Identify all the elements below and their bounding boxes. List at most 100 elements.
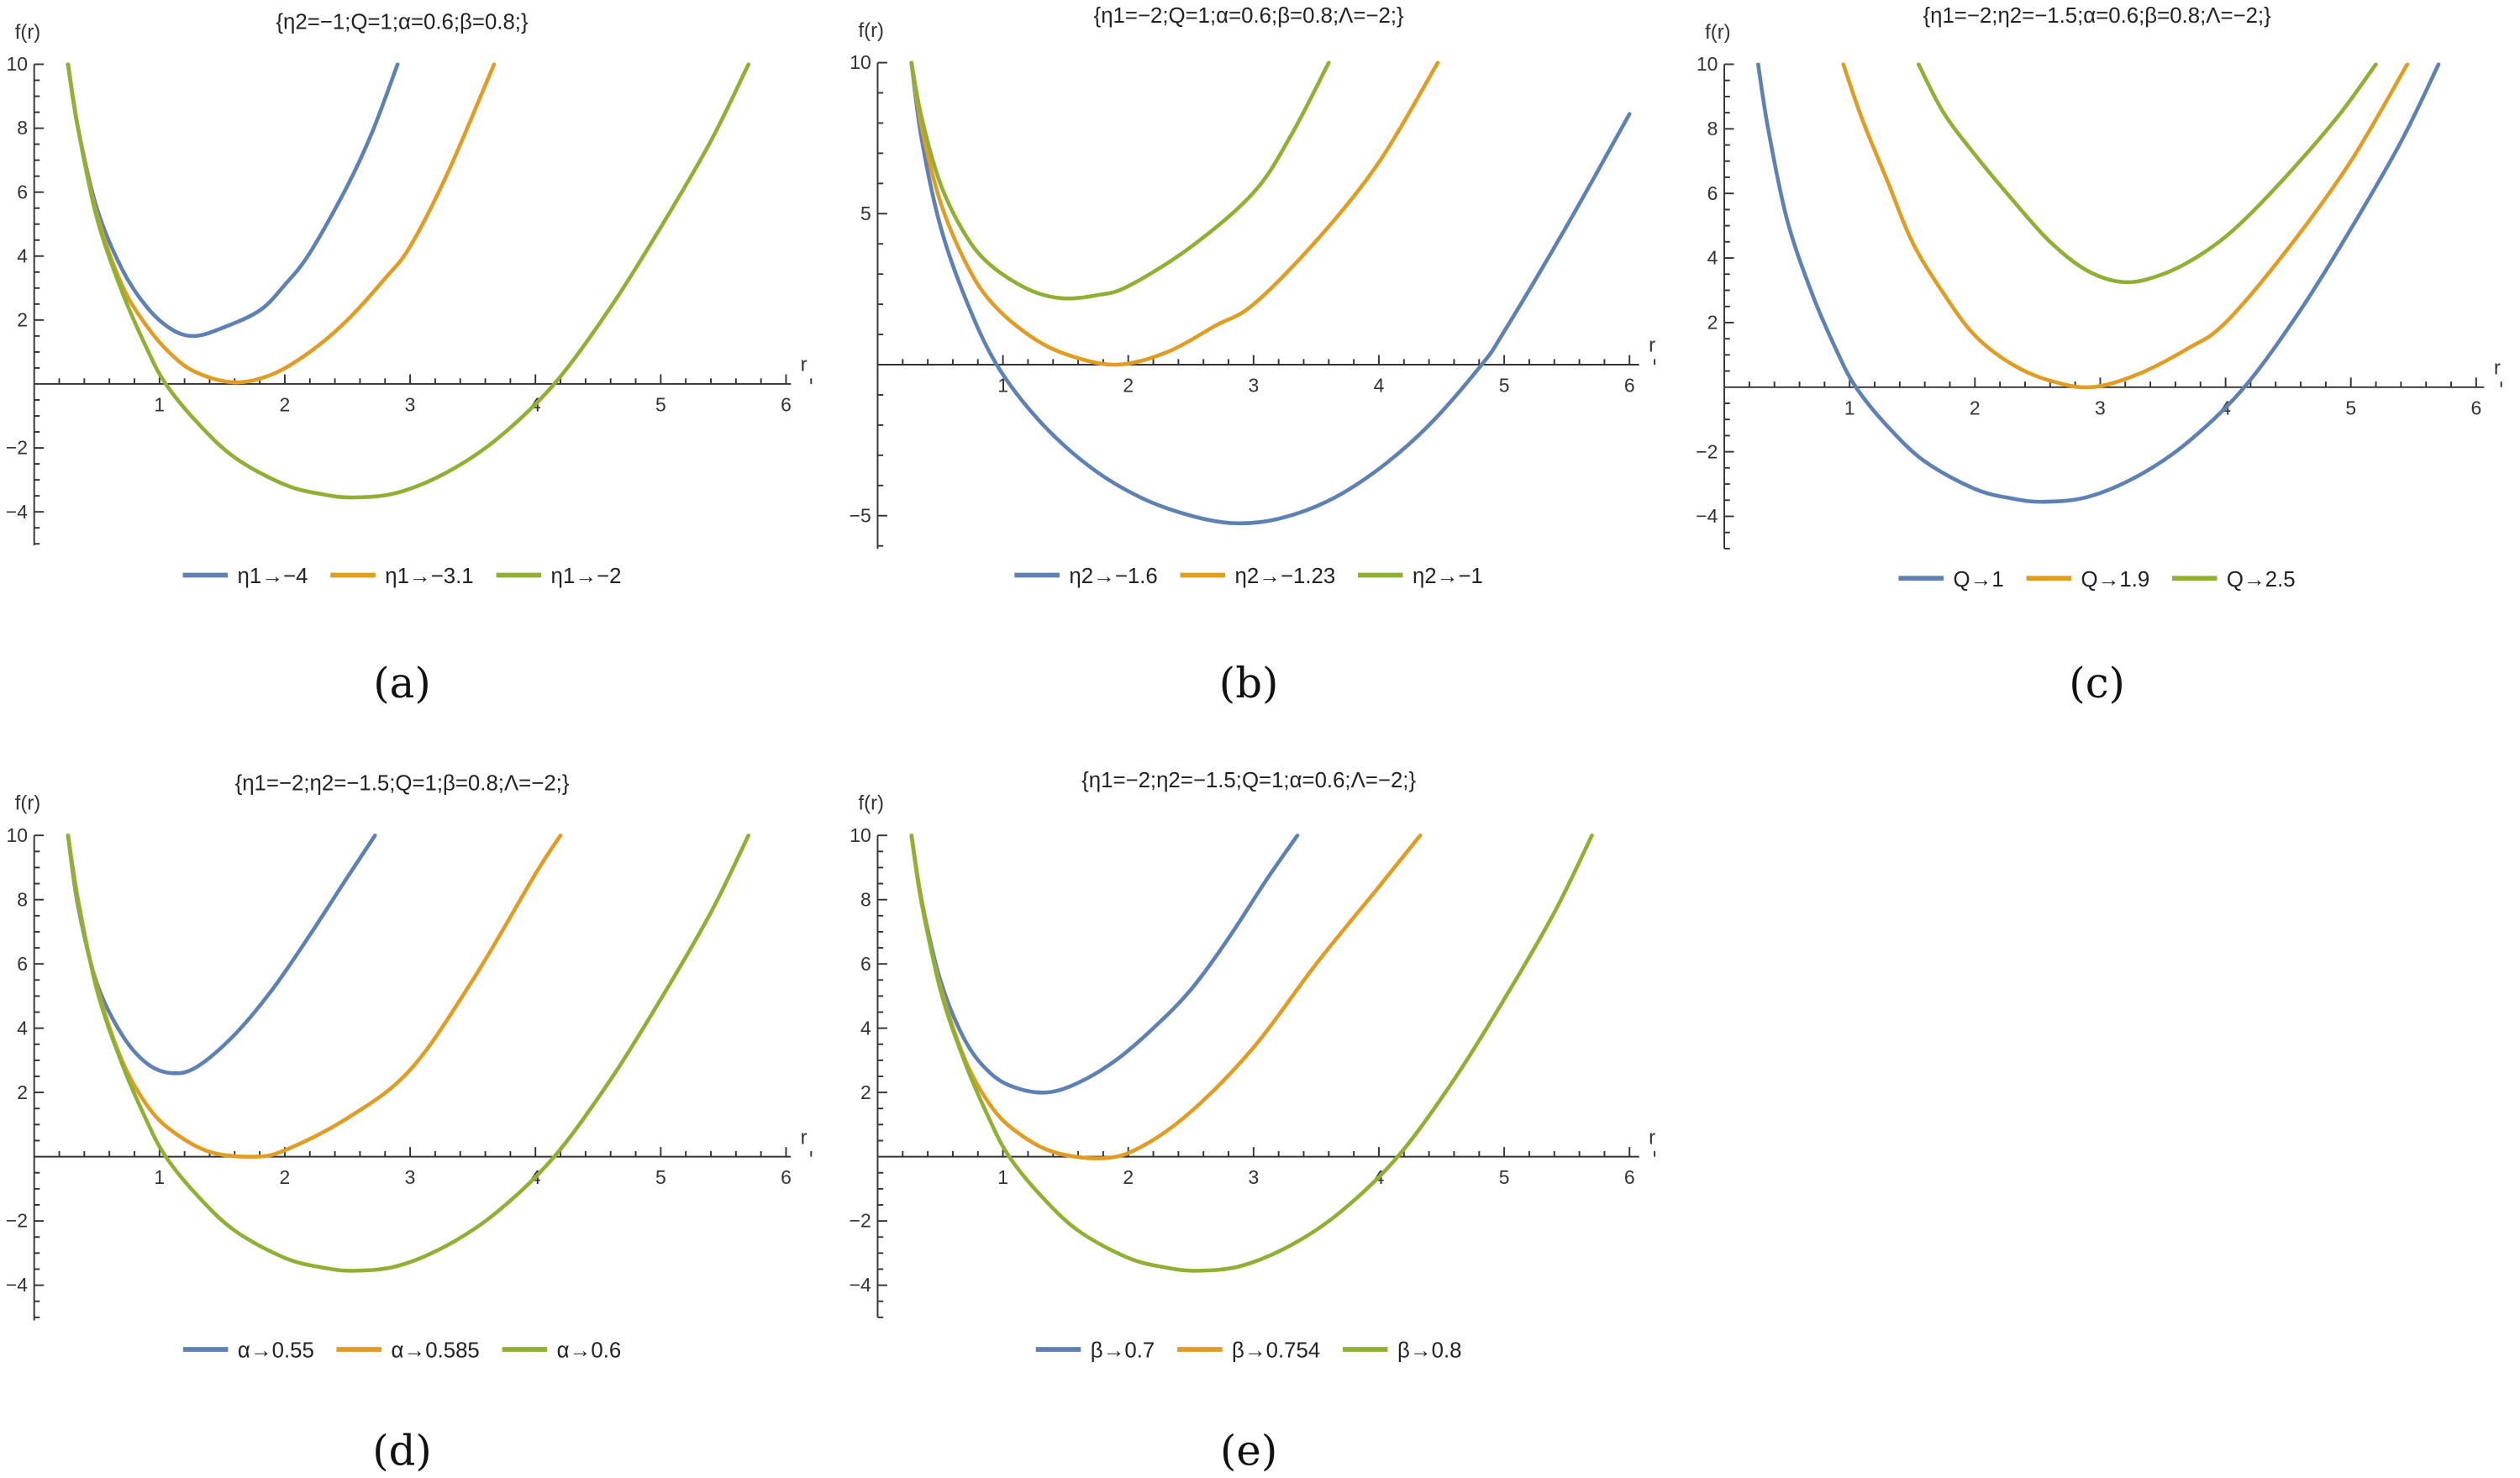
y-tick-label: −5 [850, 504, 871, 526]
plot-title: {η1=−2;η2=−1.5;Q=1;β=0.8;Λ=−2;} [235, 772, 570, 796]
series-line-3 [909, 60, 1331, 301]
x-tick-label: 6 [781, 393, 792, 415]
plot-title: {η1=−2;η2=−1.5;Q=1;α=0.6;Λ=−2;} [1081, 769, 1416, 792]
plot-panel-d: {η1=−2;η2=−1.5;Q=1;β=0.8;Λ=−2;} 1 2 3 4 5 6 −4 −… [6, 772, 813, 1475]
x-tick-label: 1 [1844, 397, 1855, 418]
plot-panel-e: {η1=−2;η2=−1.5;Q=1;α=0.6;Λ=−2;} 1 2 3 4 5 6 −4 −… [850, 769, 1656, 1475]
y-tick-label: 10 [850, 51, 871, 73]
x-tick-label: 6 [781, 1166, 792, 1188]
x-tick-label: 6 [1624, 375, 1635, 397]
legend-item: α→0.585 [336, 1339, 480, 1363]
legend-item: η2→−1.6 [1014, 565, 1158, 588]
x-tick-label: 3 [1248, 375, 1259, 397]
y-tick-label: −2 [1696, 440, 1718, 462]
y-tick-label: 6 [1707, 182, 1718, 204]
y-tick-label: −4 [6, 1274, 28, 1296]
y-tick-label: −2 [850, 1210, 871, 1232]
x-tick-label: 3 [405, 1166, 416, 1188]
x-axis-label: r [801, 1126, 808, 1149]
x-tick-label: 2 [280, 393, 291, 415]
y-axis-label: f(r) [15, 792, 41, 815]
y-tick-label: 8 [17, 888, 28, 910]
plot-panel-a: {η2=−1;Q=1;α=0.6;β=0.8;}1 2 3 4 5 6−4−2246810… [6, 10, 813, 707]
legend-label: η2→−1 [1413, 565, 1483, 588]
series-line-1 [66, 62, 400, 339]
y-tick-label: 4 [1707, 247, 1718, 269]
y-tick-label: −4 [6, 501, 28, 523]
subfigure-caption: (e) [1220, 1427, 1277, 1475]
subfigure-caption: (a) [373, 659, 430, 707]
x-tick-label: 3 [2095, 397, 2106, 418]
legend-label: η2→−1.23 [1234, 565, 1335, 588]
legend-label: α→0.6 [557, 1339, 622, 1363]
x-tick-label: 2 [280, 1166, 291, 1188]
legend: α→0.55 α→0.585 α→0.6 [182, 1339, 622, 1363]
plot-title: {η2=−1;Q=1;α=0.6;β=0.8;} [276, 10, 529, 34]
x-tick-label: 5 [2345, 397, 2356, 418]
series-line-3 [1916, 62, 2378, 285]
legend-label: Q→1.9 [2081, 568, 2150, 592]
series-line-1 [909, 834, 1300, 1095]
subfigure-caption: (d) [372, 1427, 432, 1475]
plot-title: {η1=−2;Q=1;α=0.6;β=0.8;Λ=−2;} [1094, 4, 1404, 28]
legend-label: η1→−4 [238, 565, 308, 588]
series-line-2 [66, 62, 497, 385]
plot-title: {η1=−2;η2=−1.5;α=0.6;β=0.8;Λ=−2;} [1923, 4, 2272, 28]
series-line-2 [1841, 62, 2410, 390]
y-tick-label: 8 [1707, 118, 1718, 139]
legend-label: β→0.754 [1232, 1339, 1320, 1363]
y-tick-label: −2 [6, 437, 28, 459]
legend-item: β→0.754 [1177, 1339, 1320, 1363]
y-tick-label: −4 [850, 1274, 871, 1296]
legend-item: Q→2.5 [2171, 568, 2296, 592]
y-tick-label: 6 [17, 953, 28, 975]
series-line-3 [66, 834, 751, 1273]
legend-label: Q→1 [1954, 568, 2004, 592]
legend-label: Q→2.5 [2227, 568, 2296, 592]
legend-label: η2→−1.6 [1069, 565, 1157, 588]
x-tick-label: 2 [1123, 375, 1134, 397]
y-tick-label: 8 [860, 888, 871, 910]
y-axis-label: f(r) [859, 792, 885, 815]
x-tick-label: 1 [154, 1166, 165, 1188]
subfigure-caption: (c) [2069, 659, 2125, 707]
legend-label: η1→−3.1 [385, 565, 473, 588]
x-tick-label: 1 [154, 393, 165, 415]
legend-item: α→0.55 [182, 1339, 314, 1363]
legend-item: η1→−2 [496, 565, 621, 588]
y-tick-label: 2 [17, 1081, 28, 1103]
y-tick-label: 8 [17, 117, 28, 139]
subfigure-caption: (b) [1219, 659, 1279, 707]
y-tick-label: 10 [7, 53, 29, 75]
x-axis-label: r [1649, 1126, 1655, 1149]
legend: η1→−4 η1→−3.1 η1→−2 [182, 565, 621, 588]
legend-item: α→0.6 [502, 1339, 622, 1363]
series-line-3 [66, 62, 751, 500]
x-axis-label: r [801, 354, 808, 376]
legend: η2→−1.6 η2→−1.23 η2→−1 [1014, 565, 1483, 588]
x-tick-label: 3 [405, 393, 416, 415]
y-tick-label: 6 [17, 181, 28, 203]
x-tick-label: 2 [1123, 1166, 1134, 1188]
x-tick-label: 4 [1374, 375, 1385, 397]
plot-panel-b: {η1=−2;Q=1;α=0.6;β=0.8;Λ=−2;}1 2 3 4 5 6−5510… [850, 4, 1656, 707]
legend-label: β→0.7 [1091, 1339, 1155, 1363]
x-tick-label: 5 [1499, 375, 1510, 397]
series-line-1 [909, 60, 1632, 526]
legend-item: η2→−1.23 [1180, 565, 1335, 588]
y-axis-label: f(r) [15, 21, 41, 44]
legend-item: Q→1 [1898, 568, 2004, 592]
x-tick-label: 1 [997, 1166, 1008, 1188]
y-tick-label: 10 [7, 824, 29, 846]
y-tick-label: 5 [860, 203, 871, 224]
legend-label: β→0.8 [1397, 1339, 1462, 1363]
x-tick-label: 5 [1499, 1166, 1510, 1188]
x-tick-label: 6 [2470, 397, 2481, 418]
y-tick-label: 2 [1707, 312, 1718, 334]
y-tick-label: 4 [860, 1017, 871, 1039]
legend-item: η1→−3.1 [330, 565, 474, 588]
y-tick-label: 4 [17, 1017, 28, 1039]
y-tick-label: 2 [17, 309, 28, 331]
y-tick-label: 10 [850, 824, 871, 846]
x-tick-label: 3 [1248, 1166, 1259, 1188]
